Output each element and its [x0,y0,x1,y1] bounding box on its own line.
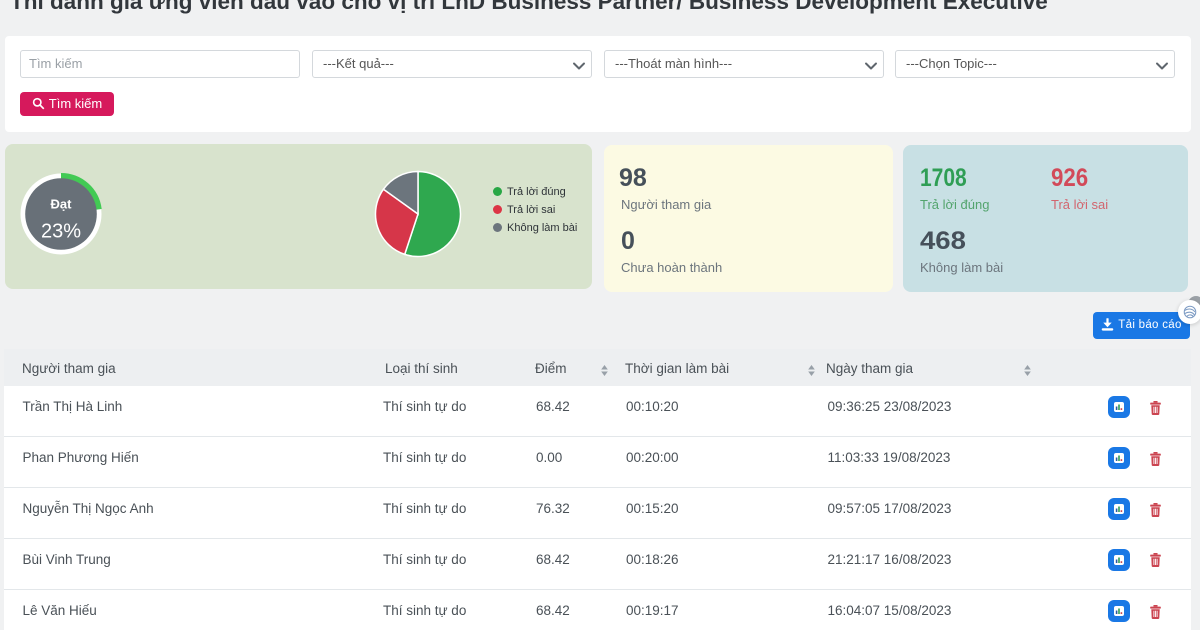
svg-text:23%: 23% [41,221,81,243]
svg-text:Đạt: Đạt [51,197,73,212]
